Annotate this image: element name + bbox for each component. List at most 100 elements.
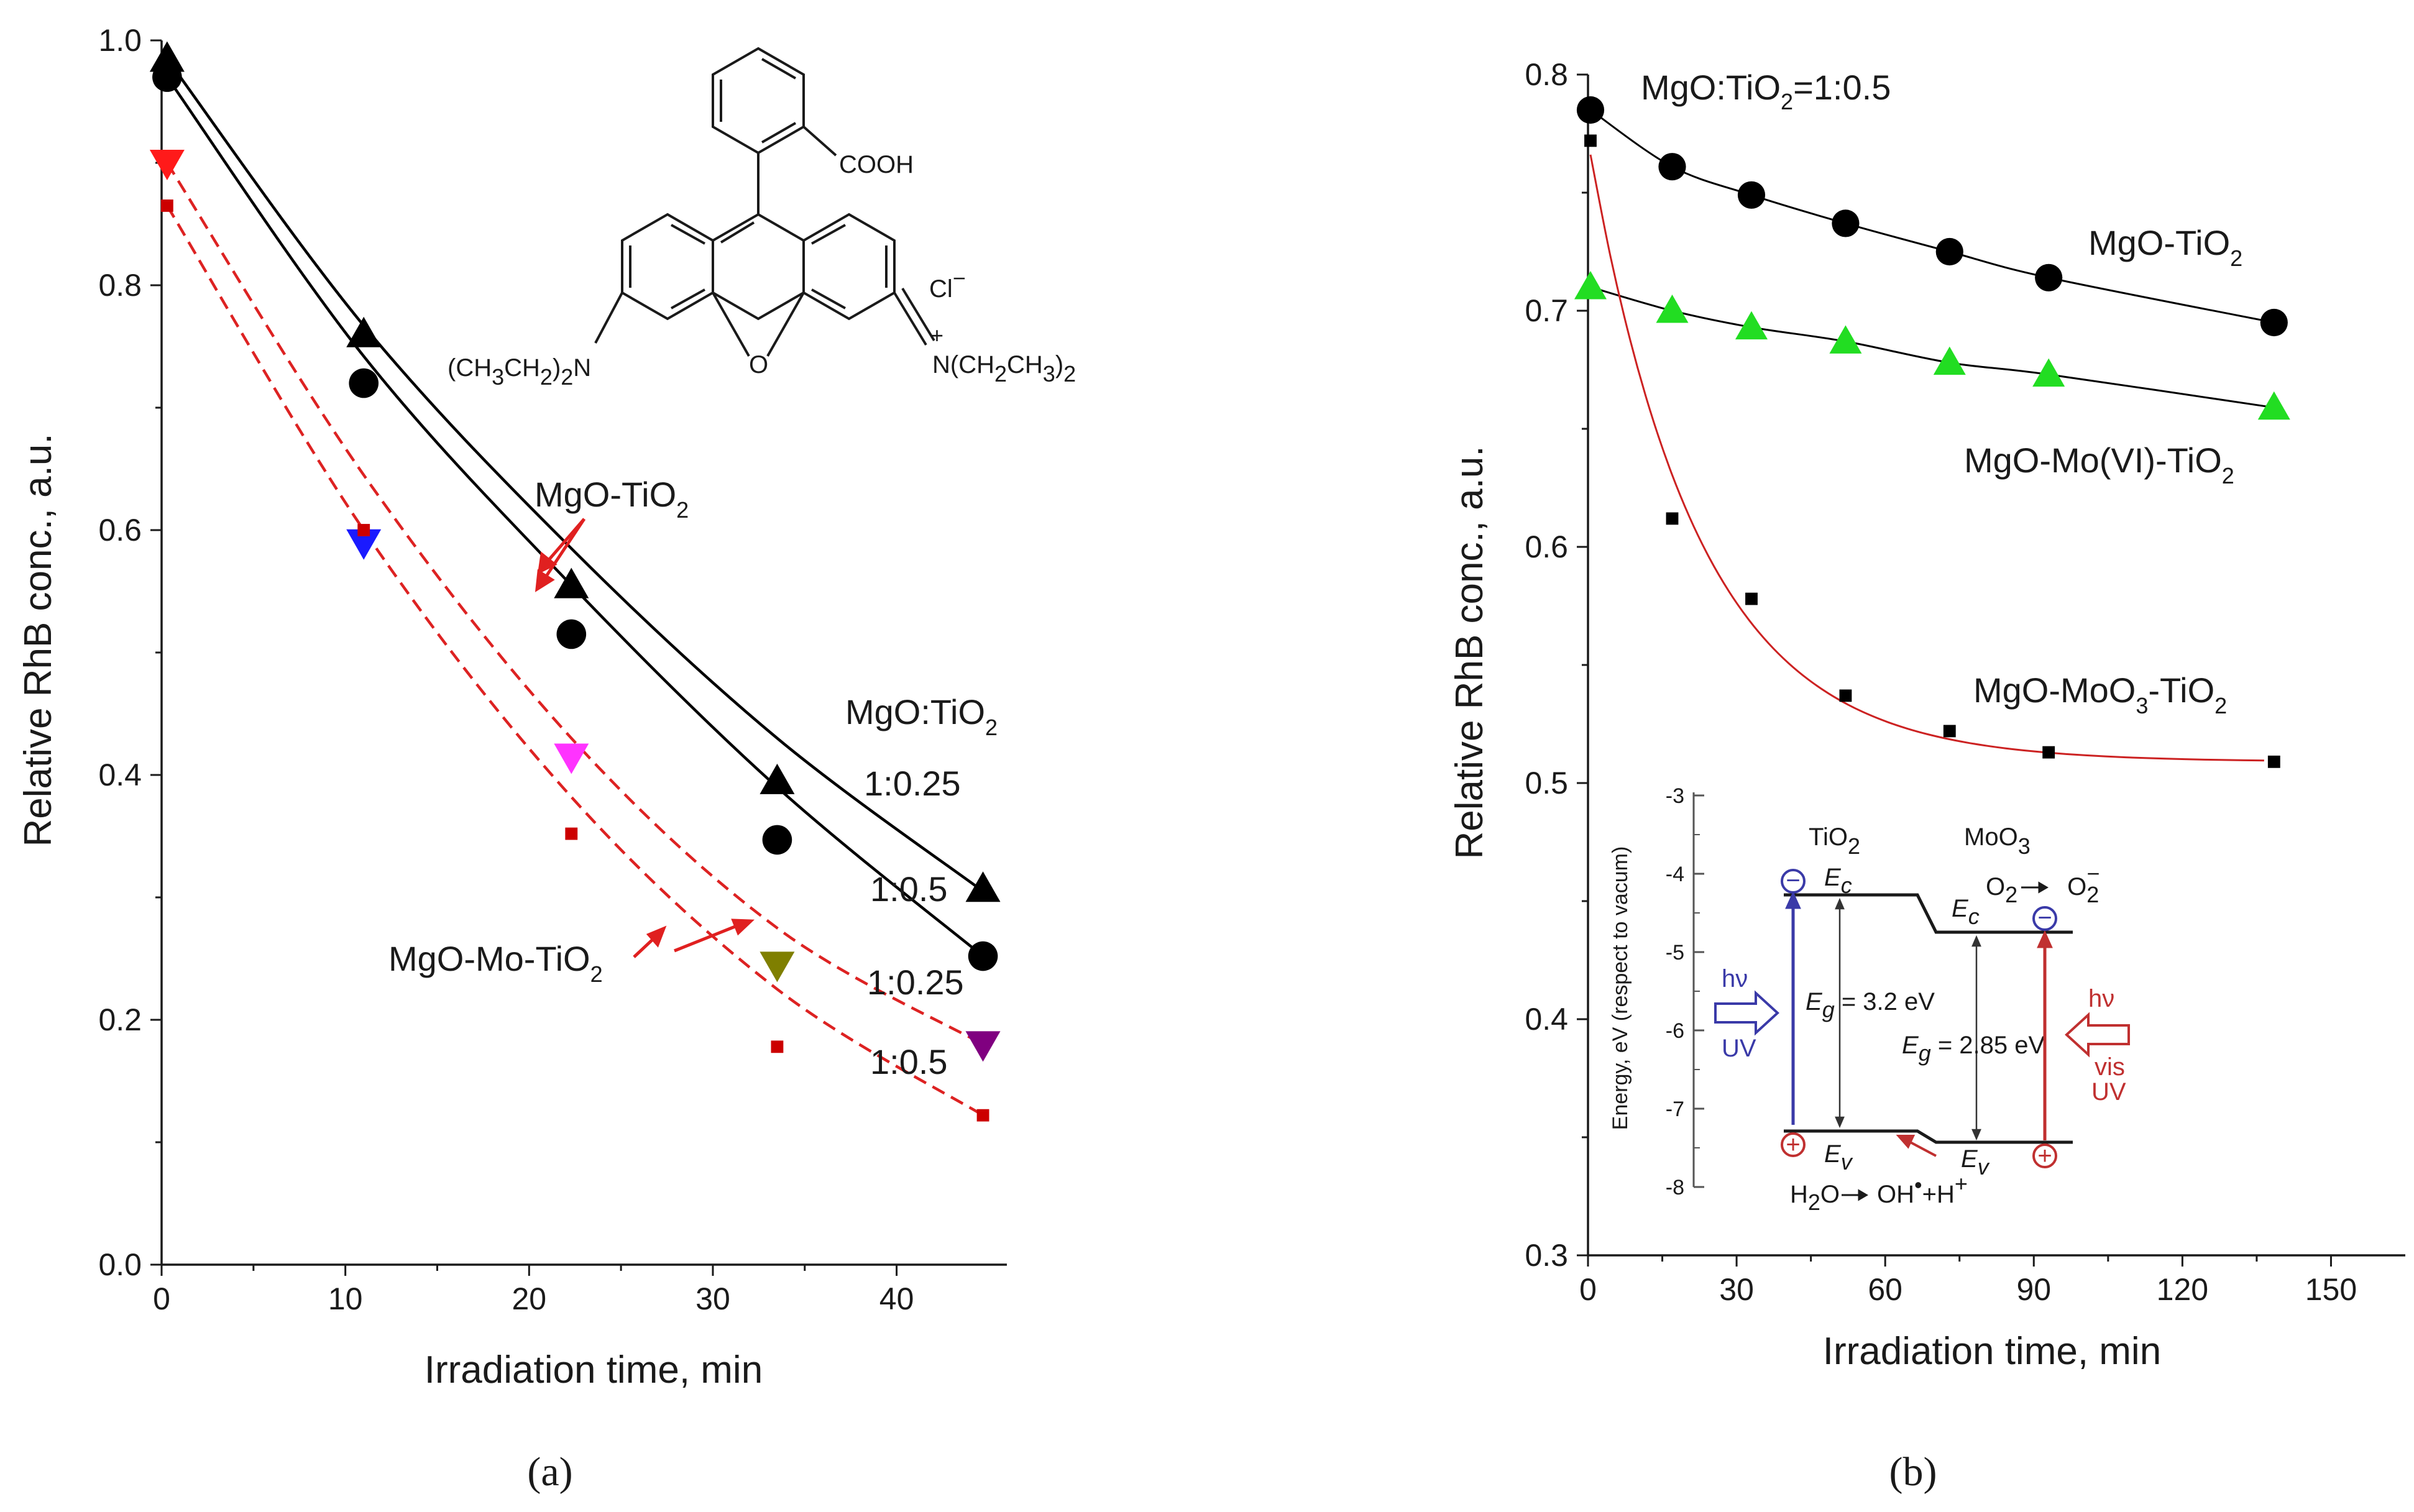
panel-a-point-s1-3: [762, 825, 792, 855]
inset-hole-tio2: [1781, 1132, 1806, 1157]
panel-a-y-tick-label: 0.2: [98, 1002, 142, 1037]
panel-a-chart: 0 10 20 30 40 0.0 0.2 0.4 0.6 0.8 1.0 Irradiation …: [17, 23, 1076, 1495]
inset-hole-tio2-sign: +: [1786, 1131, 1800, 1158]
panel-b-point-s1-1: [1656, 295, 1689, 323]
panel-b-x-tick-label: 90: [2016, 1272, 2051, 1307]
inset-uv-arrow-left: [1714, 990, 1779, 1036]
panel-a-ratio-4: 1:0.5: [870, 1042, 948, 1081]
inset-uv-right: UV: [2091, 1078, 2126, 1106]
panel-b-x-tick-label: 120: [2157, 1272, 2208, 1307]
panel-b-y-tick-label: 0.5: [1525, 766, 1568, 800]
panel-b-point-s2-2: [1745, 592, 1758, 605]
molecule-left-amine: (CH3CH2)2N: [447, 354, 591, 390]
inset-electron-tio2: [1781, 869, 1806, 894]
inset-eg-moo3: Eg = 2.85 eV: [1902, 1032, 2045, 1066]
panel-b-point-s1-3: [1829, 325, 1862, 354]
panel-a-point-s3-3: [771, 1040, 784, 1053]
panel-a-point-s2-3: [760, 951, 795, 983]
panel-a-point-s3-2: [565, 827, 578, 840]
inset-hv-right: hν: [2088, 985, 2114, 1012]
panel-a-point-s0-4: [965, 871, 1001, 902]
molecule-cooh: COOH: [839, 151, 914, 178]
panel-a-x-tick-label: 10: [328, 1281, 363, 1316]
inset-y-tick-label: -3: [1666, 784, 1684, 808]
inset-hole-moo3-sign: +: [2037, 1142, 2052, 1170]
panel-a-point-s1-1: [349, 368, 379, 398]
inset-ec-tio2: Ec: [1824, 864, 1852, 898]
panel-a-x-axis-label: Irradiation time, min: [425, 1349, 763, 1391]
panel-b-chart: 0 30 60 90 120 150 0.3 0.4 0.5 0.6 0.7 0.8 Irradiat…: [1448, 57, 2405, 1495]
panel-a-y-tick-label: 0.4: [98, 758, 142, 792]
panel-a-fit-1: [166, 76, 984, 958]
molecule-bridge-oxygen: O: [749, 351, 768, 378]
panel-b-point-s1-5: [2032, 358, 2065, 387]
inset-water-oxidation: H2O OH•+H+: [1790, 1171, 1968, 1215]
panel-b-point-s1-0: [1574, 271, 1607, 300]
band-diagram-inset: -3 -4 -5 -6 -7 -8 Energy, eV (respect to vacu…: [1609, 784, 2130, 1215]
inset-electron-moo3: [2032, 906, 2057, 931]
inset-uv-left: UV: [1722, 1035, 1756, 1062]
inset-y-tick-label: -7: [1666, 1097, 1684, 1121]
panel-a-point-s2-1: [346, 529, 382, 560]
inset-y-tick-label: -6: [1666, 1019, 1684, 1043]
panel-b-y-tick-label: 0.7: [1525, 293, 1568, 328]
inset-electron-moo3-sign: −: [2037, 904, 2052, 932]
panel-a-ratio-1: 1:0.25: [864, 764, 961, 803]
panel-a-x-tick-label: 40: [879, 1281, 914, 1316]
panel-a-point-s2-2: [554, 743, 589, 774]
inset-y-tick-label: -4: [1666, 863, 1684, 886]
panel-b-y-tick-label: 0.4: [1525, 1002, 1568, 1037]
panel-b-y-tick-label: 0.6: [1525, 529, 1568, 564]
panel-b-point-s2-6: [2267, 755, 2280, 768]
molecule-right-iminium: N(CH2CH3)2: [932, 351, 1076, 387]
panel-b-x-axis-label: Irradiation time, min: [1823, 1330, 2161, 1373]
molecule-chloride: Cl−: [929, 265, 966, 303]
panel-a-point-s3-1: [357, 524, 370, 536]
panel-a-point-s2-0: [149, 150, 185, 180]
panel-b-fit-1: [1590, 286, 2275, 409]
panel-a-ratio-3: 1:0.25: [867, 963, 964, 1002]
panel-b-caption: (b): [1889, 1449, 1937, 1495]
panel-b-x-tick-label: 60: [1868, 1272, 1902, 1307]
panel-a-point-s1-2: [556, 619, 587, 649]
inset-ec-moo3: Ec: [1952, 895, 1980, 929]
panel-a-point-s3-0: [160, 199, 173, 212]
panel-b-point-s2-0: [1584, 134, 1597, 147]
panel-b-y-axis-label: Relative RhB conc., a.u.: [1448, 446, 1491, 859]
panel-b-point-s2-4: [1943, 725, 1956, 738]
panel-b-point-s0-4: [1935, 237, 1963, 266]
panel-b-point-s1-4: [1933, 346, 1966, 375]
panel-a-point-s1-4: [968, 941, 998, 971]
panel-b-axes: 0 30 60 90 120 150 0.3 0.4 0.5 0.6 0.7 0.8: [1525, 57, 2405, 1307]
panel-a-x-tick-label: 30: [695, 1281, 730, 1316]
panel-b-point-s2-1: [1666, 512, 1679, 525]
inset-moo3-label: MoO3: [1964, 823, 2031, 859]
panel-b-label-mgo-moo3-tio2: MgO-MoO3-TiO2: [1973, 671, 2227, 718]
inset-electron-tio2-sign: −: [1786, 867, 1800, 894]
panel-a-arrows-mgo-tio2: [535, 518, 586, 592]
inset-hole-moo3: [2032, 1143, 2057, 1168]
panel-a-axes: 0 10 20 30 40 0.0 0.2 0.4 0.6 0.8 1.0: [98, 23, 1007, 1316]
panel-b-point-s2-3: [1839, 689, 1852, 702]
panel-a-fit-0: [166, 58, 984, 892]
panel-b-label-mgo-tio2: MgO-TiO2: [2088, 223, 2242, 271]
panel-b-y-tick-label: 0.3: [1525, 1238, 1568, 1273]
molecule-plus-charge: +: [930, 323, 943, 348]
panel-a-ratio-header: MgO:TiO2: [845, 692, 998, 740]
panel-a-data-points: [149, 41, 1001, 1122]
inset-oxygen-reduction: O2 O2−: [1986, 861, 2100, 907]
panel-a-arrows-mgo-mo-tio2: [633, 919, 755, 958]
panel-a-point-s0-3: [760, 763, 795, 794]
panel-a-point-s0-0: [149, 41, 185, 72]
panel-a-point-s1-0: [152, 62, 182, 92]
panel-b-point-s0-1: [1658, 153, 1686, 181]
panel-a-point-s2-4: [965, 1031, 1001, 1062]
panel-b-fit-2: [1589, 154, 2264, 762]
panel-a-caption: (a): [527, 1449, 572, 1495]
panel-b-fit-0: [1590, 109, 2275, 324]
panel-a-point-s0-2: [554, 567, 589, 598]
panel-b-x-tick-label: 0: [1579, 1272, 1597, 1307]
rhodamine-b-structure: COOH Cl− O (CH3CH2)2N N(CH2CH3)2 +: [447, 47, 1076, 390]
inset-vis-arrow-right: [2065, 1012, 2130, 1058]
